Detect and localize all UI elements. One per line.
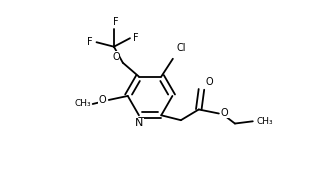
Text: CH₃: CH₃	[257, 117, 273, 126]
Text: F: F	[87, 37, 92, 47]
Text: O: O	[112, 52, 120, 62]
Text: CH₃: CH₃	[74, 100, 91, 108]
Text: F: F	[133, 33, 138, 43]
Text: Cl: Cl	[177, 43, 186, 53]
Text: O: O	[98, 95, 106, 105]
Text: O: O	[221, 108, 228, 117]
Text: F: F	[113, 17, 119, 27]
Text: N: N	[135, 118, 143, 128]
Text: O: O	[205, 77, 213, 87]
